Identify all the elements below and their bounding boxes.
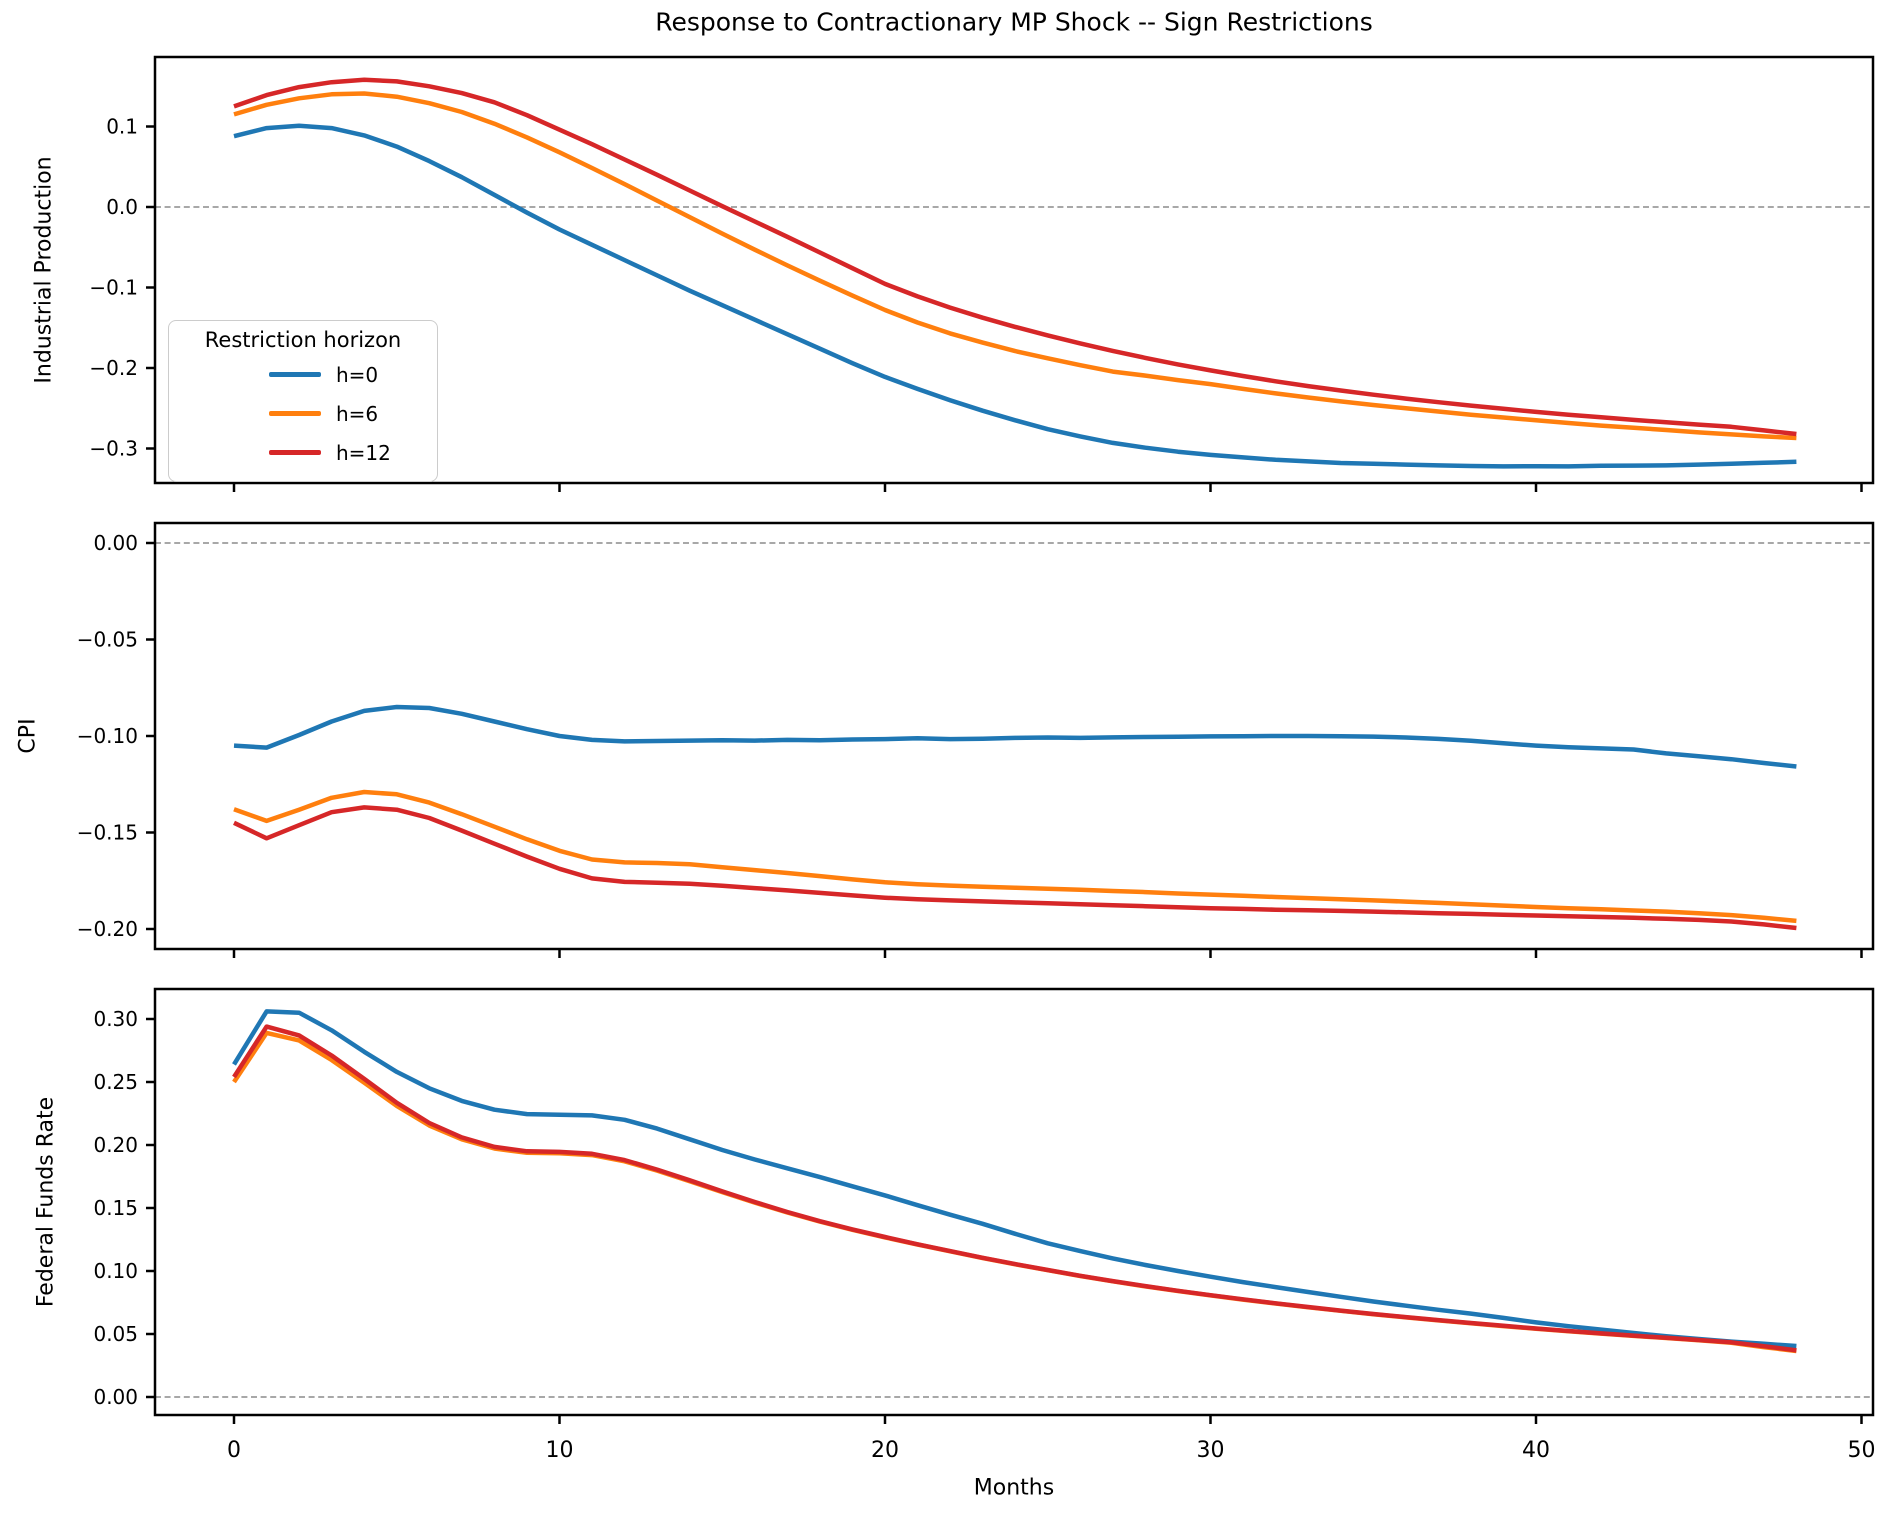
legend-entry-label: h=6 <box>336 401 379 426</box>
x-tick-label: 30 <box>1197 1438 1225 1463</box>
series-h=0-panel-0 <box>233 123 1797 469</box>
chart-title: Response to Contractionary MP Shock -- S… <box>655 7 1373 37</box>
legend-line-swatch <box>269 450 321 455</box>
x-tick-label: 10 <box>546 1438 574 1463</box>
y-tick-label-panel-2: 0.25 <box>93 1070 138 1094</box>
legend-line-swatch <box>269 411 321 416</box>
y-tick-label-panel-2: 0.20 <box>93 1133 138 1157</box>
y-tick-label-panel-2: 0.00 <box>93 1385 138 1409</box>
y-tick-label-panel-1: −0.15 <box>77 821 138 845</box>
x-tick-label: 0 <box>227 1438 241 1463</box>
series-h=12-panel-2 <box>232 1024 1797 1353</box>
ylabel-federal-funds-rate: Federal Funds Rate <box>33 1096 59 1308</box>
y-tick-label-panel-1: 0.00 <box>93 531 138 555</box>
legend: Restriction horizon h=0 h=6 h=12 <box>168 320 438 482</box>
y-tick-label-panel-1: −0.20 <box>77 917 138 941</box>
y-tick-label-panel-1: −0.10 <box>77 724 138 748</box>
legend-line-swatch <box>269 372 321 377</box>
series-h=12-panel-1 <box>233 805 1797 931</box>
y-tick-label-panel-2: 0.15 <box>93 1196 138 1220</box>
ylabel-cpi: CPI <box>15 718 41 754</box>
legend-entry-h0: h=0 <box>169 355 437 394</box>
xlabel-months: Months <box>973 1475 1055 1501</box>
y-tick-label-panel-1: −0.05 <box>77 628 138 652</box>
legend-entry-h6: h=6 <box>169 394 437 433</box>
series-h=0-panel-2 <box>232 1009 1797 1349</box>
legend-entries: h=0 h=6 h=12 <box>169 355 437 472</box>
series-h=6-panel-2 <box>232 1030 1797 1354</box>
series-h=6-panel-0 <box>233 91 1797 441</box>
y-tick-label-panel-0: −0.1 <box>89 276 138 300</box>
series-h=0-panel-1 <box>233 704 1797 769</box>
y-tick-label-panel-2: 0.30 <box>93 1007 138 1031</box>
y-tick-label-panel-2: 0.10 <box>93 1259 138 1283</box>
y-tick-label-panel-2: 0.05 <box>93 1322 138 1346</box>
y-tick-label-panel-0: −0.3 <box>89 437 138 461</box>
y-tick-label-panel-0: 0.0 <box>106 195 138 219</box>
series-h=6-panel-1 <box>233 789 1797 924</box>
panel-border-2 <box>153 987 1875 1417</box>
series-h=12-panel-0 <box>233 77 1797 437</box>
legend-entry-label: h=0 <box>336 362 379 387</box>
y-tick-label-panel-0: 0.1 <box>106 115 138 139</box>
legend-entry-h12: h=12 <box>169 433 437 472</box>
legend-entry-label: h=12 <box>336 440 391 465</box>
ylabel-industrial-production: Industrial Production <box>31 156 57 384</box>
y-tick-label-panel-0: −0.2 <box>89 356 138 380</box>
panel-border-0 <box>153 55 1875 485</box>
legend-title: Restriction horizon <box>204 328 402 352</box>
x-tick-label: 50 <box>1848 1438 1876 1463</box>
x-tick-label: 20 <box>871 1438 899 1463</box>
x-tick-label: 40 <box>1522 1438 1550 1463</box>
